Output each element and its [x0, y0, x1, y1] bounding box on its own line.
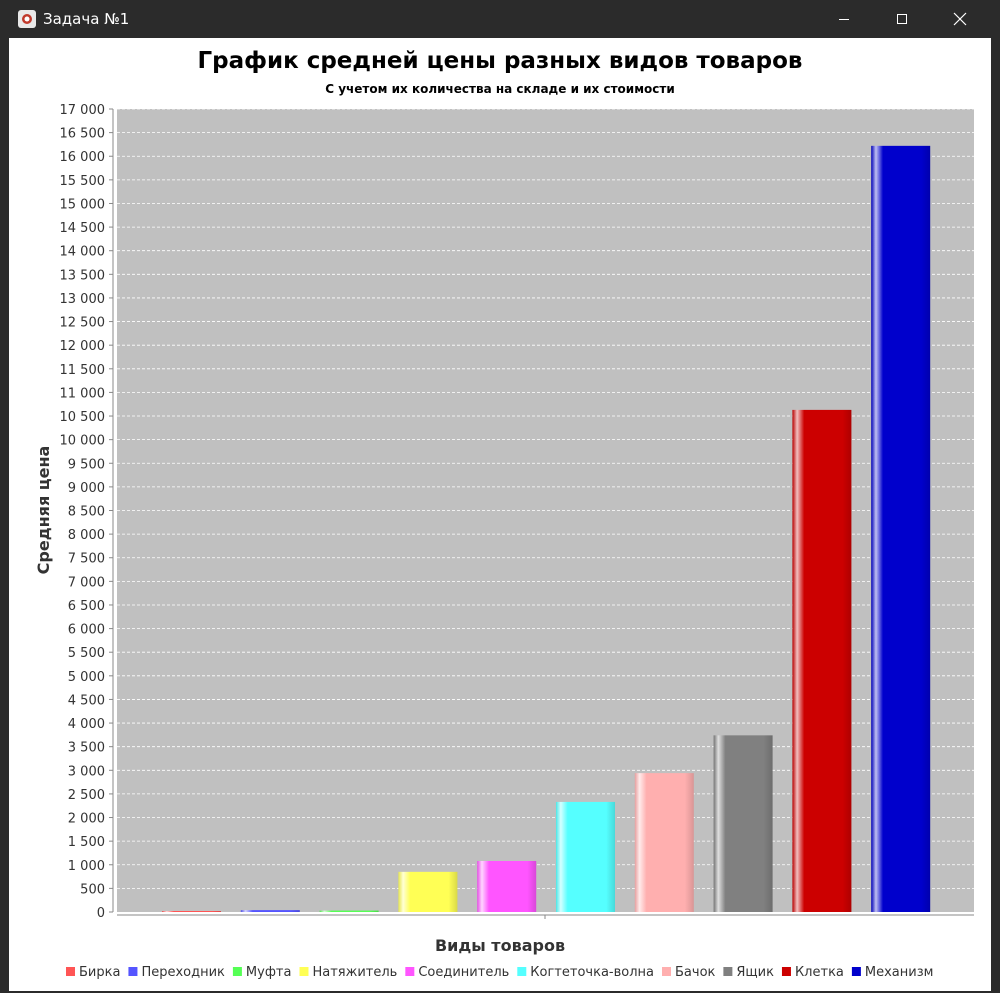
- legend-swatch: [232, 967, 242, 976]
- y-tick-label: 14 500: [60, 221, 106, 236]
- legend: Бирка Переходник Муфта Натяжитель Соединител…: [66, 965, 933, 980]
- legend-label: Бирка: [79, 965, 120, 980]
- bar-4: [398, 871, 458, 912]
- y-tick-label: 1 000: [68, 859, 105, 874]
- close-icon: [953, 12, 967, 26]
- y-tick-label: 14 000: [60, 245, 106, 260]
- window-titlebar[interactable]: Задача №1: [0, 0, 1000, 38]
- y-tick-label: 16 500: [60, 127, 106, 142]
- legend-label: Переходник: [141, 965, 225, 980]
- bar-6: [556, 801, 615, 912]
- legend-label: Когтеточка-волна: [530, 965, 654, 980]
- y-tick-label: 15 500: [60, 174, 106, 189]
- bar-8: [713, 735, 773, 912]
- y-tick-label: 4 000: [68, 717, 105, 732]
- y-tick-label: 13 000: [60, 292, 106, 307]
- bar-chart: График средней цены разных видов товаров…: [34, 48, 974, 980]
- minimize-button[interactable]: [815, 0, 873, 38]
- chart-title: График средней цены разных видов товаров: [198, 48, 803, 74]
- y-tick-label: 9 000: [68, 481, 105, 496]
- bar-3: [319, 910, 379, 912]
- y-tick-label: 5 000: [68, 670, 105, 685]
- close-button[interactable]: [931, 0, 989, 38]
- y-tick-label: 7 000: [68, 575, 105, 590]
- y-tick-label: 1 500: [68, 835, 105, 850]
- bar-10: [871, 145, 931, 913]
- y-tick-label: 5 500: [68, 646, 105, 661]
- maximize-button[interactable]: [873, 0, 931, 38]
- y-tick-label: 17 000: [60, 103, 106, 118]
- legend-swatch: [66, 967, 75, 976]
- bar-1: [162, 911, 221, 912]
- y-tick-label: 3 500: [68, 741, 105, 756]
- y-tick-label: 10 500: [60, 410, 106, 425]
- bar-2: [240, 910, 300, 912]
- maximize-icon: [897, 14, 907, 24]
- y-tick-label: 6 000: [68, 623, 105, 638]
- y-tick-label: 4 500: [68, 693, 105, 708]
- y-tick-label: 12 000: [60, 339, 106, 354]
- legend-label: Клетка: [795, 965, 844, 980]
- legend-swatch: [405, 967, 415, 976]
- grid-lines: [117, 108, 974, 889]
- legend-swatch: [662, 967, 671, 976]
- chart-subtitle: С учетом их количества на складе и их ст…: [325, 82, 674, 96]
- minimize-icon: [839, 19, 849, 20]
- y-tick-label: 6 500: [68, 599, 105, 614]
- x-axis-label: Виды товаров: [435, 936, 565, 955]
- y-tick-label: 8 000: [68, 528, 105, 543]
- legend-swatch: [517, 967, 527, 976]
- y-tick-label: 500: [80, 882, 105, 897]
- y-tick-label: 2 000: [68, 812, 105, 827]
- y-tick-label: 15 000: [60, 197, 106, 212]
- y-tick-label: 13 500: [60, 268, 106, 283]
- y-tick-label: 12 500: [60, 316, 106, 331]
- y-axis-ticks: 0 500 1 000 1 500 2 000 2 500 3 000 3 500 4 000 4…: [60, 103, 113, 921]
- window-title: Задача №1: [43, 10, 130, 28]
- y-tick-label: 3 000: [68, 764, 105, 779]
- legend-label: Бачок: [675, 965, 716, 980]
- legend-label: Механизм: [865, 965, 934, 980]
- y-tick-label: 10 000: [60, 434, 106, 449]
- legend-swatch: [781, 967, 791, 976]
- y-tick-label: 0: [97, 906, 105, 921]
- y-axis-label: Средняя цена: [34, 446, 53, 575]
- y-tick-label: 9 500: [68, 457, 105, 472]
- y-tick-label: 16 000: [60, 150, 106, 165]
- legend-label: Натяжитель: [312, 965, 397, 980]
- legend-label: Ящик: [736, 965, 774, 980]
- y-tick-label: 11 500: [60, 363, 106, 378]
- java-cup-icon: [17, 9, 37, 29]
- bar-9: [792, 409, 852, 912]
- chart-panel: График средней цены разных видов товаров…: [9, 38, 991, 991]
- legend-swatch: [723, 967, 733, 976]
- legend-label: Муфта: [246, 965, 292, 980]
- legend-swatch: [128, 967, 138, 976]
- y-tick-label: 2 500: [68, 788, 105, 803]
- legend-label: Соединитель: [418, 965, 509, 980]
- legend-swatch: [299, 967, 309, 976]
- bar-5: [477, 860, 537, 912]
- y-tick-label: 8 500: [68, 505, 105, 520]
- y-tick-label: 7 500: [68, 552, 105, 567]
- bars: [162, 145, 931, 913]
- bar-7: [634, 773, 694, 912]
- y-tick-label: 11 000: [60, 386, 106, 401]
- legend-swatch: [851, 967, 861, 976]
